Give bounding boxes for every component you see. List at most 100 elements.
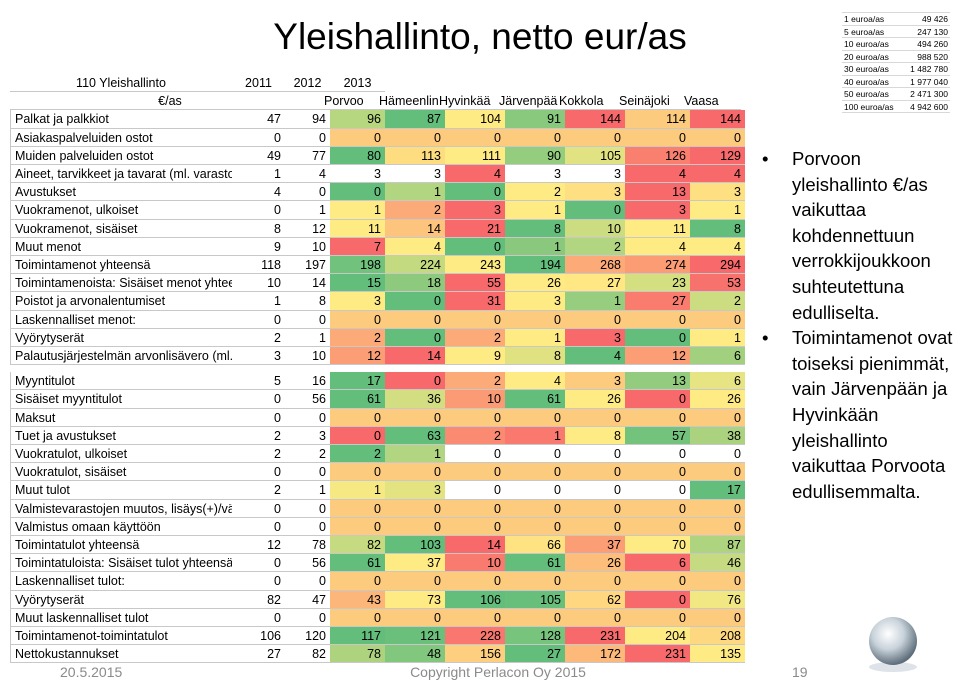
value-cell: 0 [625,328,690,347]
mini-label: 100 euroa/as [842,101,902,113]
mini-label: 40 euroa/as [842,76,902,88]
value-cell: 0 [505,128,565,147]
value-cell: 23 [625,274,690,293]
value-cell: 0 [232,518,285,536]
value-cell: 55 [445,274,505,293]
row-label: Toimintatulot yhteensä [10,536,232,555]
row-label: Laskennalliset menot: [10,310,232,329]
row-label: Toimintamenot yhteensä [10,256,232,275]
value-cell: 2 [232,329,285,347]
header-city: Hyvinkää [435,92,501,111]
header-city: Järvenpää [495,92,561,111]
value-cell: 0 [690,517,745,536]
row-label: Poistot ja arvonalentumiset [10,292,232,311]
value-cell: 6 [690,372,745,391]
row-label: Avustukset [10,183,232,202]
value-cell: 0 [285,500,330,518]
value-cell: 3 [565,183,625,202]
value-cell: 274 [625,256,690,275]
value-cell: 87 [690,536,745,555]
value-cell: 8 [505,219,565,238]
row-label: Aineet, tarvikkeet ja tavarat (ml. varas… [10,165,232,184]
value-cell: 0 [285,518,330,536]
value-cell: 10 [285,238,330,256]
value-cell: 120 [285,627,330,646]
value-cell: 0 [690,310,745,329]
value-cell: 144 [565,110,625,129]
value-cell: 0 [565,481,625,500]
value-cell: 82 [330,536,385,555]
value-cell: 0 [385,328,445,347]
value-cell: 194 [505,256,565,275]
value-cell: 0 [625,499,690,518]
value-cell: 3 [385,165,445,184]
value-cell: 91 [505,110,565,129]
value-cell: 2 [385,201,445,220]
value-cell: 53 [690,274,745,293]
value-cell: 0 [625,481,690,500]
value-cell: 135 [690,645,745,664]
value-cell: 268 [565,256,625,275]
value-cell: 106 [445,590,505,609]
value-cell: 3 [505,292,565,311]
row-label: Vuokratulot, sisäiset [10,463,232,482]
value-cell: 0 [625,517,690,536]
value-cell: 61 [330,554,385,573]
mini-table: 1 euroa/as 49 426 5 euroa/as 247 130 10 euro… [842,12,950,116]
value-cell: 0 [330,463,385,482]
value-cell: 47 [232,110,285,129]
row-label: Maksut [10,408,232,427]
value-cell: 96 [330,110,385,129]
value-cell: 26 [505,274,565,293]
value-cell: 0 [330,572,385,591]
value-cell: 4 [625,165,690,184]
value-cell: 1 [505,237,565,256]
value-cell: 47 [285,591,330,609]
value-cell: 76 [690,590,745,609]
pearl-icon [869,617,917,672]
value-cell: 8 [565,426,625,445]
value-cell: 4 [285,165,330,184]
row-label: Vuokramenot, ulkoiset [10,201,232,220]
value-cell: 18 [385,274,445,293]
value-cell: 1 [690,201,745,220]
value-cell: 224 [385,256,445,275]
mini-value: 4 942 600 [902,101,950,113]
row-label: Muiden palveluiden ostot [10,146,232,165]
footer-date: 20.5.2015 [60,664,123,680]
value-cell: 3 [565,372,625,391]
value-cell: 111 [445,146,505,165]
value-cell: 6 [625,554,690,573]
value-cell: 26 [565,554,625,573]
value-cell: 208 [690,627,745,646]
value-cell: 144 [690,110,745,129]
value-cell: 1 [385,445,445,464]
value-cell: 0 [445,499,505,518]
value-cell: 1 [505,328,565,347]
value-cell: 73 [385,590,445,609]
header-unit: €/as [10,92,330,111]
value-cell: 2 [232,427,285,445]
value-cell: 0 [232,409,285,427]
value-cell: 3 [232,347,285,366]
value-cell: 0 [285,409,330,427]
row-label: Toimintamenoista: Sisäiset menot yhtee [10,274,232,293]
value-cell: 14 [385,219,445,238]
mini-value: 2 471 300 [902,88,950,101]
row-label: Muut menot [10,237,232,256]
value-cell: 1 [505,426,565,445]
value-cell: 43 [330,590,385,609]
row-label: Nettokustannukset [10,645,232,664]
value-cell: 0 [445,310,505,329]
value-cell: 0 [385,499,445,518]
value-cell: 0 [232,390,285,409]
mini-value: 1 977 040 [902,76,950,88]
value-cell: 4 [690,237,745,256]
value-cell: 0 [445,572,505,591]
value-cell: 0 [330,517,385,536]
value-cell: 0 [285,183,330,202]
row-label: Myyntitulot [10,372,232,391]
row-label: Valmistus omaan käyttöön [10,517,232,536]
value-cell: 5 [232,372,285,391]
value-cell: 0 [505,517,565,536]
